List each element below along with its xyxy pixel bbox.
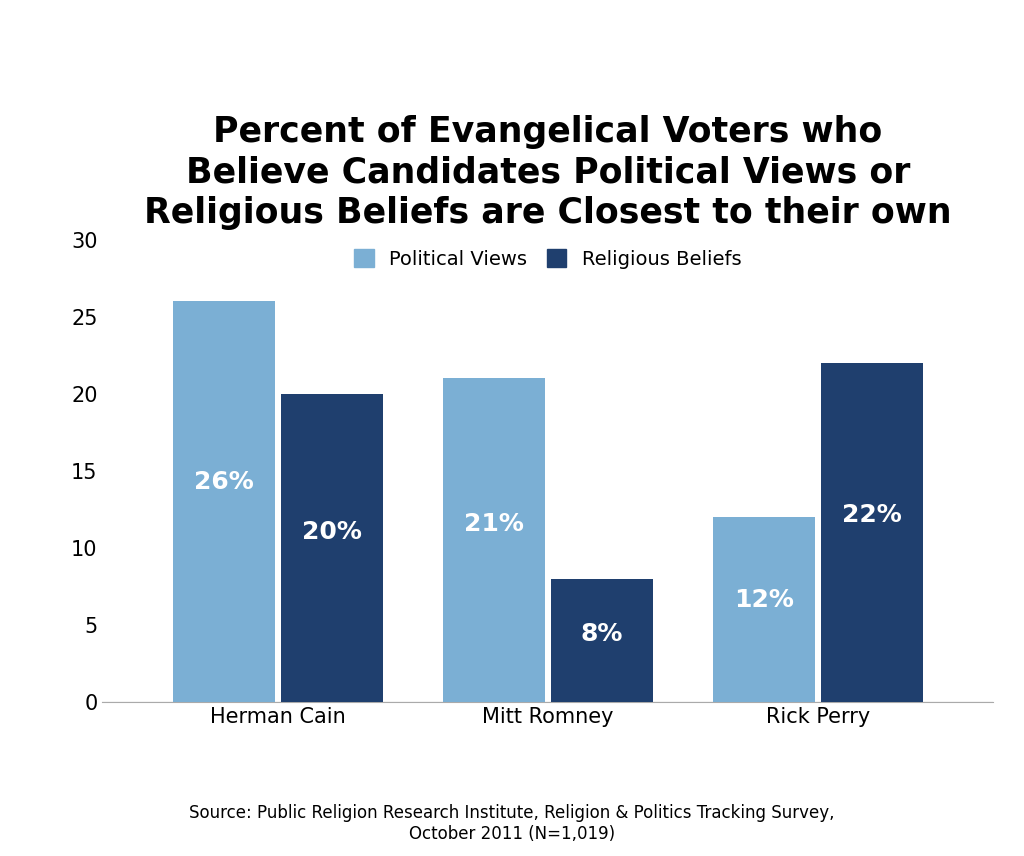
Text: 21%: 21% xyxy=(464,512,524,536)
Bar xyxy=(442,378,545,702)
Text: 20%: 20% xyxy=(302,520,361,544)
Bar xyxy=(713,517,815,702)
Text: 8%: 8% xyxy=(581,622,623,646)
Legend: Political Views, Religious Beliefs: Political Views, Religious Beliefs xyxy=(354,249,741,269)
Bar xyxy=(173,301,275,702)
Text: 12%: 12% xyxy=(734,588,794,612)
Bar xyxy=(551,579,653,702)
Text: 26%: 26% xyxy=(194,470,254,494)
Bar xyxy=(820,363,923,702)
Text: Source: Public Religion Research Institute, Religion & Politics Tracking Survey,: Source: Public Religion Research Institu… xyxy=(189,805,835,843)
Text: 22%: 22% xyxy=(842,503,902,527)
Bar xyxy=(281,394,383,702)
Title: Percent of Evangelical Voters who
Believe Candidates Political Views or
Religiou: Percent of Evangelical Voters who Believ… xyxy=(144,115,951,230)
